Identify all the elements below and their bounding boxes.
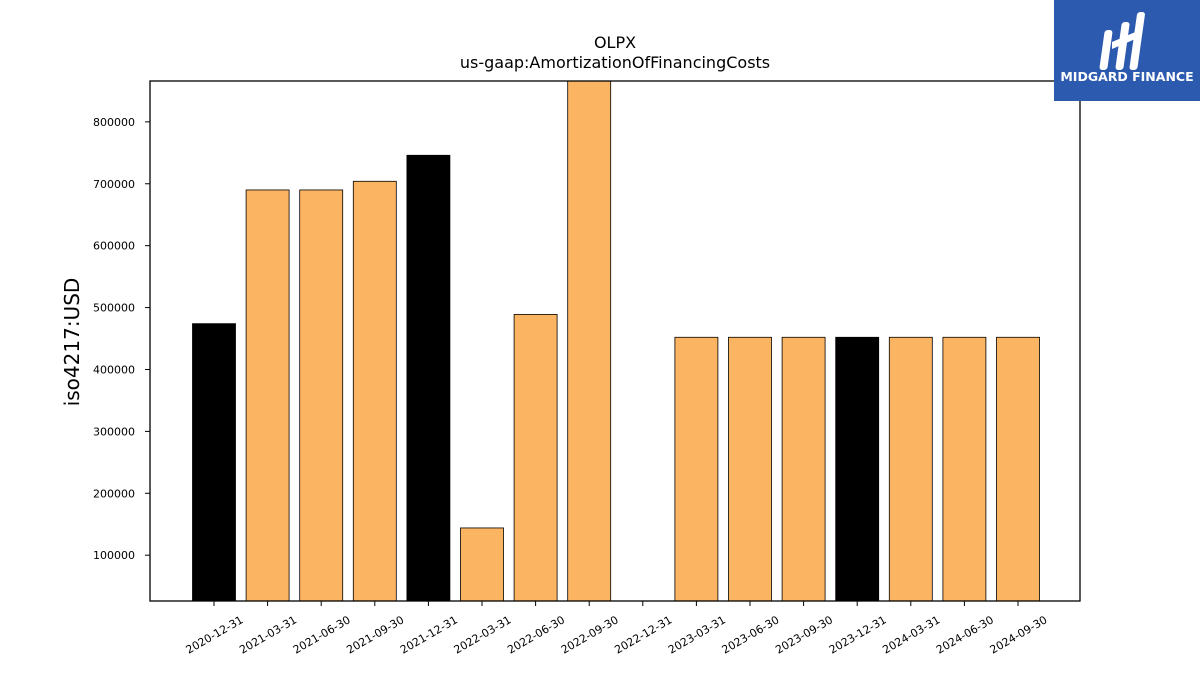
- y-tick-label: 500000: [93, 302, 135, 315]
- x-tick-label: 2024-03-31: [880, 613, 942, 656]
- bar-2024-03-31: [888, 336, 933, 602]
- x-tick-label: 2022-09-30: [559, 613, 621, 656]
- logo-text: MIDGARD FINANCE: [1060, 69, 1193, 84]
- logo-mark-icon: [1099, 12, 1145, 70]
- logo-background: [1054, 0, 1200, 101]
- y-tick-label: 100000: [93, 549, 135, 562]
- x-axis-ticks: 2020-12-312021-03-312021-06-302021-09-30…: [184, 601, 1050, 657]
- bar-2021-09-30: [352, 180, 397, 602]
- bar-2021-12-31: [406, 154, 451, 602]
- x-tick-label: 2023-09-30: [773, 613, 835, 656]
- x-tick-label: 2022-03-31: [452, 613, 514, 656]
- y-tick-label: 400000: [93, 363, 135, 376]
- x-tick-label: 2021-06-30: [291, 613, 353, 656]
- y-axis-ticks: 100000 200000 300000 400000 500000 600000 7000…: [93, 116, 150, 562]
- bar-2022-06-30: [513, 313, 558, 602]
- x-tick-label: 2023-06-30: [720, 613, 782, 656]
- y-axis-label: iso4217:USD: [60, 278, 84, 407]
- x-tick-label: 2021-12-31: [398, 613, 460, 656]
- y-tick-label: 600000: [93, 240, 135, 253]
- bar-2023-06-30: [728, 336, 772, 602]
- x-tick-label: 2022-12-31: [612, 613, 674, 656]
- plot-frame: [149, 80, 1081, 602]
- y-tick-label: 200000: [93, 487, 135, 500]
- chart-subtitle: us-gaap:AmortizationOfFinancingCosts: [460, 53, 770, 72]
- bars-group: [192, 80, 1040, 602]
- bar-2023-09-30: [781, 336, 826, 602]
- bar-2022-03-31: [460, 527, 504, 602]
- y-tick-label: 800000: [93, 116, 135, 129]
- bar-2020-12-31: [192, 323, 236, 602]
- bar-2021-03-31: [245, 189, 290, 602]
- x-tick-label: 2021-03-31: [237, 613, 299, 656]
- x-tick-label: 2024-06-30: [934, 613, 996, 656]
- chart-title: OLPX: [594, 33, 636, 52]
- x-tick-label: 2021-09-30: [344, 613, 406, 656]
- x-tick-label: 2022-06-30: [505, 613, 567, 656]
- y-tick-label: 700000: [93, 178, 135, 191]
- x-tick-label: 2023-03-31: [666, 613, 728, 656]
- y-tick-label: 300000: [93, 425, 135, 438]
- bar-2024-09-30: [996, 336, 1040, 602]
- x-tick-label: 2020-12-31: [184, 613, 246, 656]
- bar-2023-12-31: [835, 336, 880, 602]
- x-tick-label: 2024-09-30: [988, 613, 1050, 656]
- bar-2023-03-31: [674, 336, 719, 602]
- bar-2024-06-30: [942, 336, 987, 602]
- bar-2022-09-30: [567, 80, 612, 602]
- midgard-finance-logo: MIDGARD FINANCE: [1054, 0, 1200, 101]
- bar-2021-06-30: [299, 189, 344, 602]
- x-tick-label: 2023-12-31: [827, 613, 889, 656]
